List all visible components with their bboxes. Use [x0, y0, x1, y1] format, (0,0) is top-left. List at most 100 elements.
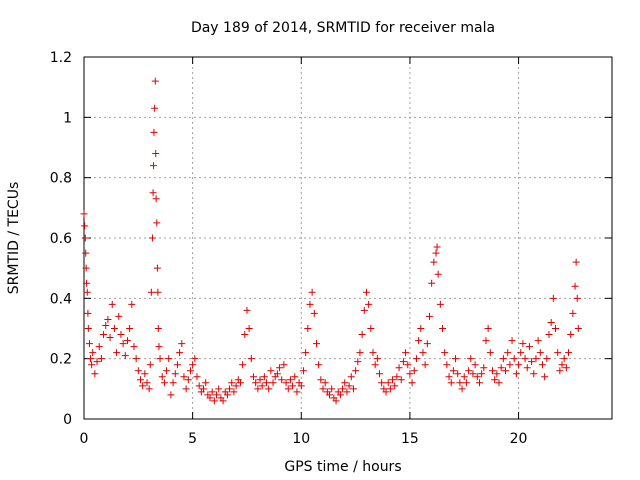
data-point	[163, 367, 171, 375]
data-point	[150, 162, 158, 170]
data-point	[473, 373, 481, 381]
data-point	[433, 243, 441, 251]
data-point	[352, 367, 360, 375]
data-point	[154, 325, 162, 332]
data-point	[510, 355, 518, 363]
data-point	[91, 370, 99, 378]
data-point	[171, 370, 179, 378]
data-point	[373, 355, 381, 363]
data-point	[506, 361, 514, 369]
data-point	[82, 264, 90, 272]
data-point	[100, 331, 108, 339]
data-point	[154, 288, 162, 296]
data-point	[543, 355, 551, 363]
data-point	[512, 370, 520, 378]
data-point	[434, 270, 442, 278]
data-point	[215, 385, 223, 393]
data-point	[269, 379, 277, 387]
data-point	[554, 349, 562, 357]
data-point	[449, 367, 457, 375]
data-point	[406, 370, 414, 378]
data-point	[230, 388, 238, 396]
data-point	[139, 382, 147, 390]
data-point	[254, 385, 262, 393]
data-point	[525, 343, 533, 351]
data-point	[158, 373, 166, 381]
data-point	[145, 385, 153, 393]
data-point	[243, 306, 251, 314]
data-point	[232, 382, 240, 390]
data-point	[153, 264, 161, 272]
data-point	[419, 349, 427, 357]
y-tick-label: 1.2	[50, 50, 72, 66]
plot-frame	[83, 56, 613, 420]
data-point	[317, 376, 325, 384]
data-point	[365, 300, 373, 308]
data-point	[441, 349, 449, 357]
data-point	[326, 391, 334, 399]
data-point	[541, 373, 549, 381]
data-point	[265, 385, 273, 393]
data-point	[260, 373, 268, 381]
data-point	[95, 343, 103, 351]
data-point	[402, 349, 410, 357]
x-axis-label: GPS time / hours	[284, 459, 401, 475]
data-point	[81, 234, 89, 242]
data-point	[88, 361, 96, 369]
data-point	[143, 379, 151, 387]
data-point	[571, 282, 579, 290]
data-point	[87, 355, 95, 363]
x-tick-label: 0	[80, 431, 89, 447]
y-tick-label: 0.6	[50, 231, 72, 247]
y-tick-label: 0	[63, 412, 72, 428]
data-point	[469, 370, 477, 378]
data-point	[306, 300, 314, 308]
data-point	[530, 370, 538, 378]
data-point	[310, 309, 318, 317]
data-point	[219, 397, 227, 405]
data-point	[83, 279, 91, 287]
data-point	[369, 349, 377, 357]
data-point	[319, 385, 327, 393]
data-point	[273, 370, 281, 378]
y-axis-label: SRMTID / TECUs	[6, 182, 22, 295]
data-point	[208, 388, 216, 396]
data-point	[565, 349, 573, 357]
data-point	[486, 349, 494, 357]
data-point	[508, 337, 516, 345]
data-point	[395, 364, 403, 372]
data-point	[117, 331, 125, 339]
data-point	[425, 312, 433, 320]
y-tick-label: 0.8	[50, 171, 72, 187]
data-point	[148, 234, 156, 242]
axis-ticks: 0 0.2 0.4 0.6 0.8 1 1.2 0 5 10 15 20	[50, 50, 612, 447]
data-point	[384, 379, 392, 387]
x-tick-label: 5	[188, 431, 197, 447]
data-point	[462, 379, 470, 387]
data-point	[151, 77, 159, 85]
data-point	[428, 279, 436, 287]
data-point	[321, 379, 329, 387]
data-point	[343, 388, 351, 396]
x-tick-label: 10	[292, 431, 310, 447]
data-point	[515, 361, 523, 369]
data-point	[436, 300, 444, 308]
data-point	[247, 355, 255, 363]
data-point	[312, 340, 320, 348]
data-point	[356, 349, 364, 357]
data-point	[497, 364, 505, 372]
data-point	[110, 325, 118, 332]
data-point	[471, 361, 479, 369]
data-point	[538, 361, 546, 369]
data-point	[465, 367, 473, 375]
data-point	[360, 306, 368, 314]
data-point	[499, 355, 507, 363]
data-point	[521, 355, 529, 363]
chart-title: Day 189 of 2014, SRMTID for receiver mal…	[191, 20, 495, 36]
data-point	[467, 355, 475, 363]
data-point	[121, 352, 129, 360]
data-point	[184, 376, 192, 384]
data-point	[176, 349, 184, 357]
data-point	[341, 379, 349, 387]
